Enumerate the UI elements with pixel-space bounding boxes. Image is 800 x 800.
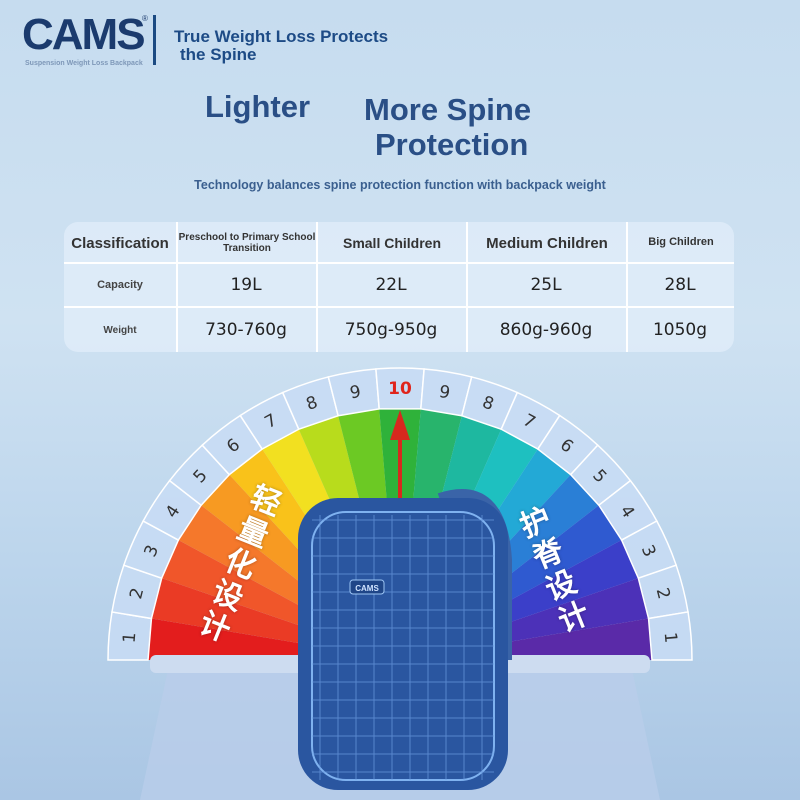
cell: 750g-950g xyxy=(344,320,438,340)
backpack-logo-tag xyxy=(349,579,385,595)
headline-lighter: Lighter xyxy=(205,89,311,124)
headline-spine-1: More Spine xyxy=(364,92,532,127)
cell: 1050g xyxy=(652,320,708,340)
row-label-weight: Weight xyxy=(103,324,137,336)
cell: 25L xyxy=(530,275,562,295)
logo-subtitle: Suspension Weight Loss Backpack xyxy=(25,60,143,67)
gauge-number-cell xyxy=(647,611,693,661)
cell: 19L xyxy=(230,275,262,295)
backpack-grid xyxy=(312,515,494,780)
gauge-number: 1 xyxy=(120,631,141,643)
pointer-arrow-head xyxy=(390,410,410,440)
divider xyxy=(153,15,156,65)
backpack-logo: CAMS xyxy=(355,584,379,593)
gauge-number: 9 xyxy=(438,382,452,404)
cell: 28L xyxy=(664,275,696,295)
cell: 730-760g xyxy=(205,320,287,340)
gauge-number: 10 xyxy=(388,379,412,399)
gauge-number: 2 xyxy=(652,586,674,601)
tagline-line-1: True Weight Loss Protects xyxy=(174,27,389,46)
header-preschool: Preschool to Primary School Transition xyxy=(178,232,316,254)
tagline: True Weight Loss Protects the Spine xyxy=(174,28,388,64)
cell: 860g-960g xyxy=(499,320,593,340)
tagline-line-2: the Spine xyxy=(180,45,257,64)
headline-spine-2: Protection xyxy=(375,127,529,162)
cell: 22L xyxy=(375,275,407,295)
header-medium: Medium Children xyxy=(486,234,608,252)
subtitle: Technology balances spine protection fun… xyxy=(194,178,606,192)
backpack-body xyxy=(298,498,508,790)
spec-table: Classification Preschool to Primary Scho… xyxy=(64,222,734,352)
registered-mark: ® xyxy=(142,14,148,23)
row-label-capacity: Capacity xyxy=(97,279,143,291)
header-big: Big Children xyxy=(648,236,714,248)
gauge-number: 9 xyxy=(348,382,362,404)
header-classification: Classification xyxy=(71,234,169,252)
gauge-number: 2 xyxy=(126,586,148,601)
logo: CAMS xyxy=(22,10,146,59)
header-small: Small Children xyxy=(342,235,442,251)
gauge-number: 1 xyxy=(660,631,681,643)
